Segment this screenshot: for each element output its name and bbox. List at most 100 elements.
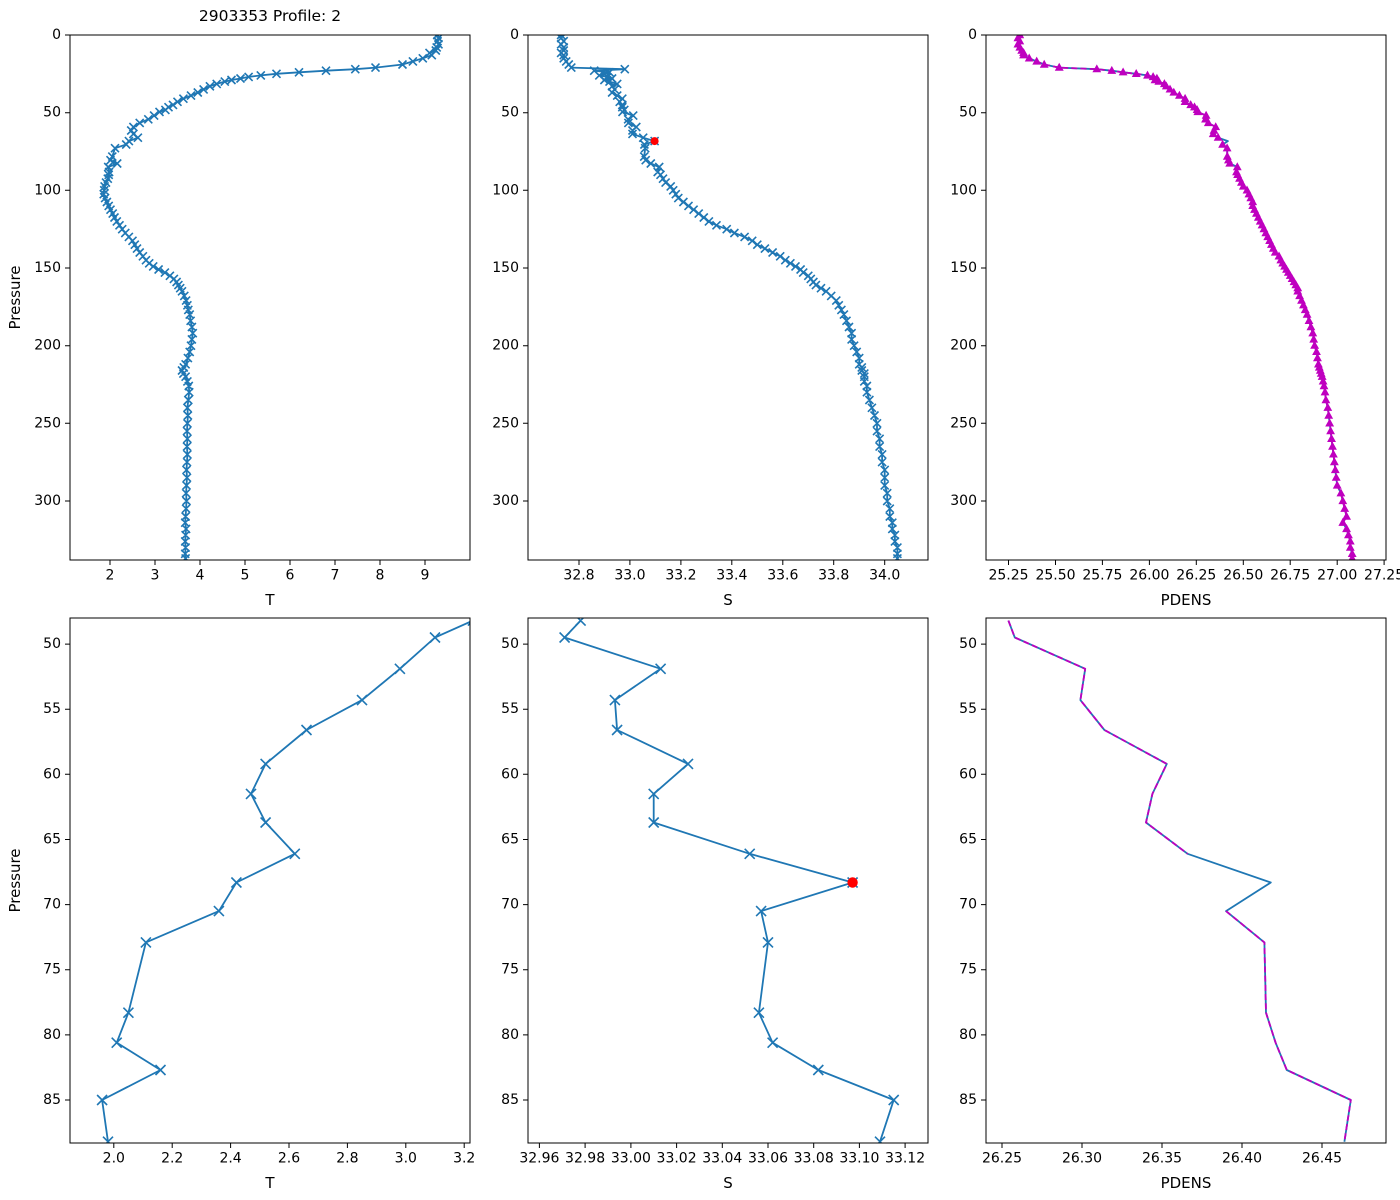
pdens-adjusted-zoom-line bbox=[1007, 620, 1189, 855]
figure-title: 2903353 Profile: 2 bbox=[198, 7, 342, 25]
x-tick-label: 9 bbox=[421, 568, 430, 584]
y-tick-label: 150 bbox=[950, 260, 977, 276]
axes-frame bbox=[69, 617, 471, 1144]
temperature-profile-markers bbox=[99, 35, 444, 560]
y-tick-label: 75 bbox=[501, 962, 519, 978]
y-tick-label: 250 bbox=[492, 415, 519, 431]
y-axis-label: Pressure bbox=[6, 848, 24, 912]
tick-marks bbox=[981, 34, 1385, 565]
x-tick-label: 33.06 bbox=[748, 1151, 788, 1167]
x-tick-label: 26.25 bbox=[982, 1151, 1022, 1167]
x-tick-label: 2 bbox=[106, 568, 115, 584]
x-tick-label: 3.2 bbox=[453, 1151, 475, 1167]
x-tick-label: 4 bbox=[196, 568, 205, 584]
x-tick-label: 32.8 bbox=[563, 568, 594, 584]
plot-area bbox=[1013, 35, 1357, 560]
salinity-profile-markers bbox=[556, 35, 902, 560]
x-tick-label: 25.25 bbox=[988, 568, 1028, 584]
y-tick-label: 0 bbox=[510, 27, 519, 43]
y-tick-label: 65 bbox=[501, 832, 519, 848]
y-tick-label: 60 bbox=[501, 766, 519, 782]
axes-frame bbox=[527, 617, 929, 1144]
x-tick-label: 5 bbox=[241, 568, 250, 584]
y-tick-label: 250 bbox=[34, 415, 61, 431]
y-tick-label: 55 bbox=[43, 701, 61, 717]
x-tick-label: 33.08 bbox=[794, 1151, 834, 1167]
x-tick-label: 2.6 bbox=[278, 1151, 300, 1167]
y-tick-label: 55 bbox=[959, 701, 977, 717]
x-tick-label: 26.45 bbox=[1302, 1151, 1342, 1167]
y-tick-label: 65 bbox=[43, 832, 61, 848]
y-tick-label: 100 bbox=[950, 182, 977, 198]
x-tick-label: 33.02 bbox=[657, 1151, 697, 1167]
x-tick-label: 2.8 bbox=[336, 1151, 358, 1167]
y-tick-label: 200 bbox=[34, 338, 61, 354]
y-tick-label: 0 bbox=[968, 27, 977, 43]
x-tick-label: 34.0 bbox=[869, 568, 900, 584]
y-tick-label: 50 bbox=[501, 105, 519, 121]
flagged-point bbox=[847, 877, 858, 888]
panel-bottom-temperature: 2.0 2.2 2.4 2.6 2.8 3.0 3.2 50 55 60 65 70 75 80 85 T Pr… bbox=[6, 617, 475, 1192]
y-tick-label: 55 bbox=[501, 701, 519, 717]
x-tick-label: 33.8 bbox=[818, 568, 849, 584]
tick-marks bbox=[523, 34, 886, 565]
x-tick-label: 2.2 bbox=[161, 1151, 183, 1167]
y-tick-label: 85 bbox=[501, 1092, 519, 1108]
x-tick-label: 25.50 bbox=[1035, 568, 1075, 584]
x-tick-label: 2.4 bbox=[219, 1151, 241, 1167]
y-tick-label: 50 bbox=[959, 105, 977, 121]
x-tick-label: 26.30 bbox=[1062, 1151, 1102, 1167]
y-tick-label: 60 bbox=[959, 766, 977, 782]
x-tick-label: 26.25 bbox=[1176, 568, 1216, 584]
x-tick-label: 33.4 bbox=[716, 568, 747, 584]
x-tick-label: 8 bbox=[376, 568, 385, 584]
y-tick-label: 150 bbox=[34, 260, 61, 276]
x-tick-label: 27.00 bbox=[1317, 568, 1357, 584]
y-tick-label: 80 bbox=[501, 1027, 519, 1043]
y-tick-label: 200 bbox=[492, 338, 519, 354]
plot-area bbox=[99, 35, 444, 560]
x-tick-label: 33.10 bbox=[839, 1151, 879, 1167]
y-tick-label: 50 bbox=[43, 105, 61, 121]
tick-marks bbox=[65, 643, 465, 1148]
axes-frame bbox=[985, 617, 1387, 1144]
plot-area bbox=[96, 618, 470, 1143]
x-tick-label: 26.35 bbox=[1142, 1151, 1182, 1167]
temperature-profile-zoom-markers bbox=[96, 618, 470, 1143]
x-axis-label: T bbox=[264, 1174, 275, 1192]
y-tick-label: 200 bbox=[950, 338, 977, 354]
y-tick-label: 100 bbox=[492, 182, 519, 198]
y-tick-label: 60 bbox=[43, 766, 61, 782]
x-axis-label: PDENS bbox=[1161, 591, 1212, 609]
x-axis-label: T bbox=[264, 591, 275, 609]
x-tick-label: 33.2 bbox=[665, 568, 696, 584]
x-tick-label: 26.00 bbox=[1129, 568, 1169, 584]
x-tick-label: 33.12 bbox=[885, 1151, 925, 1167]
y-tick-label: 80 bbox=[959, 1027, 977, 1043]
y-tick-label: 70 bbox=[501, 897, 519, 913]
x-tick-label: 33.00 bbox=[611, 1151, 651, 1167]
y-tick-label: 75 bbox=[959, 962, 977, 978]
x-tick-label: 33.0 bbox=[614, 568, 645, 584]
y-tick-label: 70 bbox=[959, 897, 977, 913]
x-tick-label: 27.25 bbox=[1364, 568, 1400, 584]
panel-bottom-pdens: 26.25 26.30 26.35 26.40 26.45 50 55 60 65 70 75 80 8… bbox=[959, 617, 1387, 1192]
plot-area bbox=[559, 618, 900, 1143]
x-tick-label: 3 bbox=[151, 568, 160, 584]
tick-marks bbox=[981, 643, 1323, 1148]
x-tick-label: 32.98 bbox=[565, 1151, 605, 1167]
x-tick-label: 6 bbox=[286, 568, 295, 584]
tick-marks bbox=[523, 643, 906, 1148]
y-tick-label: 50 bbox=[43, 636, 61, 652]
plot-area bbox=[556, 35, 902, 560]
flagged-point bbox=[650, 137, 659, 146]
y-tick-label: 50 bbox=[501, 636, 519, 652]
y-tick-label: 75 bbox=[43, 962, 61, 978]
x-tick-label: 33.04 bbox=[702, 1151, 742, 1167]
panel-top-temperature: 2 3 4 5 6 7 8 9 0 50 100 150 200 250 300 T Pressure bbox=[6, 27, 471, 609]
y-tick-label: 150 bbox=[492, 260, 519, 276]
y-tick-label: 50 bbox=[959, 636, 977, 652]
